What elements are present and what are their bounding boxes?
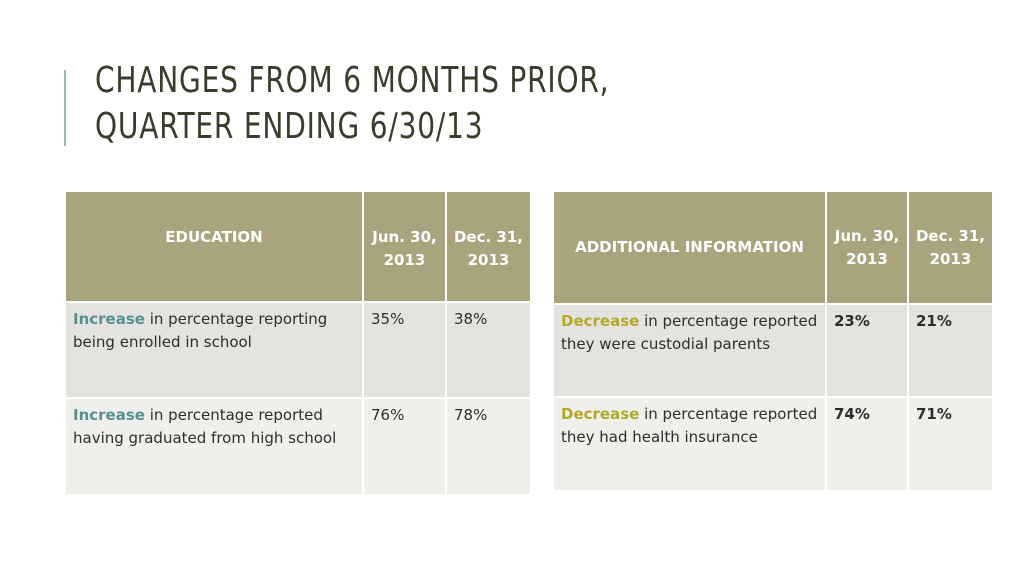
education-row-2-jun-value: 76%: [363, 398, 447, 494]
education-row-2-dec-value: 78%: [446, 398, 530, 494]
description-text: in percentage reporting being enrolled i…: [73, 310, 328, 351]
table-row: Increase in percentage reported having g…: [66, 398, 530, 494]
education-row-2-description: Increase in percentage reported having g…: [66, 398, 364, 494]
education-header-dec: Dec. 31, 2013: [446, 192, 530, 302]
page-title-line-2: QUARTER ENDING 6/30/13: [95, 106, 484, 147]
increase-keyword: Increase: [73, 310, 145, 328]
education-header-row: EDUCATION Jun. 30, 2013 Dec. 31, 2013: [66, 192, 530, 302]
additional-information-table: ADDITIONAL INFORMATION Jun. 30, 2013 Dec…: [554, 192, 992, 490]
education-header-jun: Jun. 30, 2013: [363, 192, 447, 302]
education-table: EDUCATION Jun. 30, 2013 Dec. 31, 2013 In…: [66, 192, 530, 494]
description-text: in percentage reported they were custodi…: [561, 312, 818, 353]
additional-row-1-jun-value: 23%: [826, 304, 909, 397]
education-row-1-description: Increase in percentage reporting being e…: [66, 302, 364, 398]
additional-row-1-description: Decrease in percentage reported they wer…: [554, 304, 827, 397]
decrease-keyword: Decrease: [561, 312, 640, 330]
page-title: CHANGES FROM 6 MONTHS PRIOR, QUARTER END…: [95, 58, 609, 150]
additional-header-dec: Dec. 31, 2013: [908, 192, 992, 304]
table-row: Decrease in percentage reported they wer…: [554, 304, 992, 397]
education-header-label: EDUCATION: [66, 192, 364, 302]
additional-row-2-dec-value: 71%: [908, 397, 992, 490]
table-row: Decrease in percentage reported they had…: [554, 397, 992, 490]
description-text: in percentage reported they had health i…: [561, 405, 818, 446]
additional-row-2-description: Decrease in percentage reported they had…: [554, 397, 827, 490]
education-row-1-jun-value: 35%: [363, 302, 447, 398]
page-title-line-1: CHANGES FROM 6 MONTHS PRIOR,: [95, 60, 610, 101]
title-accent-bar: [64, 70, 66, 146]
table-row: Increase in percentage reporting being e…: [66, 302, 530, 398]
additional-header-jun: Jun. 30, 2013: [826, 192, 909, 304]
additional-row-1-dec-value: 21%: [908, 304, 992, 397]
additional-header-label: ADDITIONAL INFORMATION: [554, 192, 827, 304]
additional-row-2-jun-value: 74%: [826, 397, 909, 490]
description-text: in percentage reported having graduated …: [73, 406, 337, 447]
education-row-1-dec-value: 38%: [446, 302, 530, 398]
decrease-keyword: Decrease: [561, 405, 640, 423]
additional-header-row: ADDITIONAL INFORMATION Jun. 30, 2013 Dec…: [554, 192, 992, 304]
increase-keyword: Increase: [73, 406, 145, 424]
